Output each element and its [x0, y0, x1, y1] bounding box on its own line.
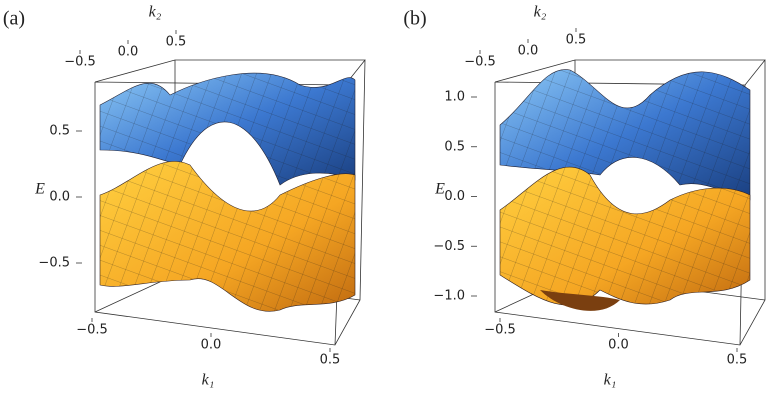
- axis-label: E: [434, 181, 445, 198]
- lower-band-bottom: [540, 290, 620, 311]
- upper-band-mesh: [500, 69, 750, 200]
- k1-tick-label: 0.0: [608, 338, 629, 353]
- k1-tick-label: −0.5: [76, 323, 108, 338]
- E-tick-label: −0.5: [433, 239, 465, 254]
- k1-tick-label: 0.5: [727, 353, 748, 368]
- k1-tick-label: −0.5: [484, 323, 516, 338]
- k2-tick-label: −0.5: [464, 55, 496, 70]
- axis-label: k₂: [149, 4, 162, 21]
- axis-label: k₁: [604, 372, 617, 389]
- lower-band-mesh: [500, 167, 750, 306]
- lower-band-mesh: [100, 161, 355, 312]
- E-tick-label: 0.5: [49, 124, 70, 139]
- E-tick-label: −0.5: [38, 256, 70, 271]
- axis-label: k₁: [202, 372, 215, 389]
- panel-a-art: [94, 59, 366, 346]
- k2-tick-label: −0.5: [64, 55, 96, 70]
- axis-label: E: [34, 181, 45, 198]
- E-tick-label: 0.0: [444, 189, 465, 204]
- E-tick-label: −1.0: [433, 289, 465, 304]
- E-tick-label: 0.0: [49, 190, 70, 205]
- k1-tick-label: 0.0: [201, 338, 222, 353]
- axis-label: k₂: [534, 4, 547, 21]
- panel-b-art: [494, 59, 766, 346]
- panel-label: (b): [403, 8, 426, 30]
- k2-tick-label: 0.5: [166, 35, 187, 50]
- upper-band-mesh: [100, 73, 355, 185]
- k2-tick-label: 0.5: [566, 33, 587, 48]
- E-tick-label: 0.5: [444, 139, 465, 154]
- k1-tick-label: 0.5: [320, 353, 341, 368]
- k2-tick-label: 0.0: [118, 45, 139, 60]
- E-tick-label: 1.0: [444, 90, 465, 105]
- k2-tick-label: 0.0: [518, 44, 539, 59]
- panel-label: (a): [3, 8, 25, 30]
